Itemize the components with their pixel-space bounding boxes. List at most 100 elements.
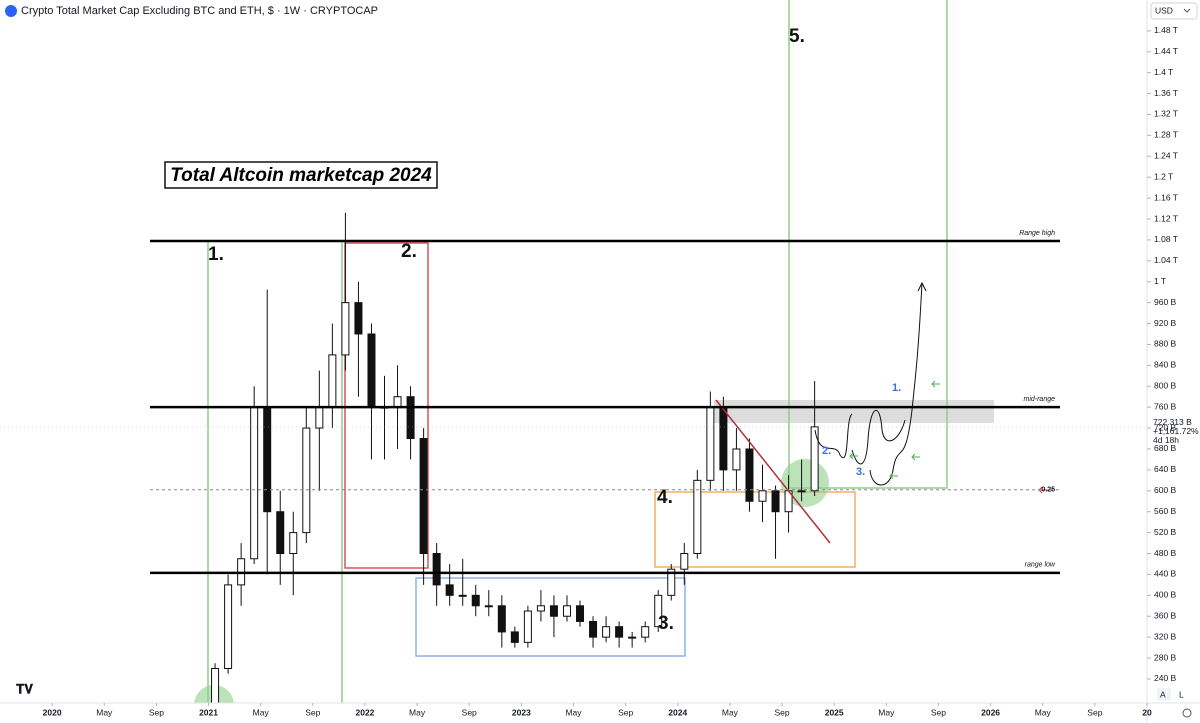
arrow-head — [917, 281, 927, 292]
y-tick-label: 520 B — [1154, 527, 1177, 537]
y-tick-label: 840 B — [1154, 360, 1177, 370]
y-tick-label: 440 B — [1154, 569, 1177, 579]
candle-body — [706, 406, 715, 481]
y-tick-label: 1.44 T — [1154, 46, 1178, 56]
y-tick-label: 320 B — [1154, 631, 1177, 641]
projection-path — [814, 282, 923, 486]
x-tick-label: 2026 — [981, 707, 1000, 717]
arrows — [849, 380, 940, 480]
y-tick-label: 1.12 T — [1154, 213, 1178, 223]
phase-box — [344, 242, 429, 569]
y-tick-label: 1.4 T — [1154, 67, 1173, 77]
x-tick-label: Sep — [774, 707, 789, 717]
candle-body — [667, 568, 676, 596]
y-tick-label: 920 B — [1154, 318, 1177, 328]
candle-body — [641, 626, 650, 638]
annotation: 5. — [789, 26, 805, 47]
symbol-icon — [5, 5, 17, 17]
scale-button-label[interactable]: A — [1160, 689, 1166, 699]
candle-body — [732, 448, 741, 471]
settings-icon[interactable] — [1182, 708, 1192, 718]
x-tick-label: May — [878, 707, 895, 717]
change-label: +1,161.72% — [1153, 426, 1199, 436]
y-tick-label: 960 B — [1154, 297, 1177, 307]
candle-body — [615, 626, 624, 638]
candle-body — [497, 605, 506, 633]
trend-line — [715, 399, 831, 544]
candle-body — [589, 620, 598, 638]
candle-body — [484, 605, 493, 608]
phase-box — [654, 491, 856, 568]
x-tick-label: 2025 — [825, 707, 844, 717]
candle-body — [654, 594, 663, 628]
x-tick-label: 20 — [1142, 707, 1152, 717]
candle-body — [224, 584, 233, 670]
y-tick-label: 1.48 T — [1154, 25, 1178, 35]
candle-body — [536, 605, 545, 612]
currency[interactable]: USD — [1155, 5, 1173, 15]
level-label: range low — [1025, 562, 1056, 569]
candle-body — [393, 396, 402, 408]
candle-body — [458, 594, 467, 597]
plot-area: Total Altcoin marketcap 2024 1. 2. 3. 4.… — [0, 0, 1147, 703]
candle-body — [276, 511, 285, 555]
logo: 𝐓𝐕 — [16, 681, 33, 696]
candle-body — [576, 605, 585, 622]
candle-body — [328, 354, 337, 408]
candle-body — [628, 636, 637, 639]
x-tick-label: Sep — [462, 707, 477, 717]
y-tick-label: 680 B — [1154, 443, 1177, 453]
x-tick-label: May — [565, 707, 582, 717]
y-tick-label: 1.08 T — [1154, 234, 1178, 244]
candle-body — [562, 605, 571, 617]
candle-body — [471, 594, 480, 607]
y-tick-label: 1.04 T — [1154, 255, 1178, 265]
currency-button[interactable] — [1150, 2, 1198, 20]
x-tick-label: 2022 — [355, 707, 374, 717]
y-tick-label: 640 B — [1154, 464, 1177, 474]
candle-body — [406, 396, 415, 440]
x-tick-label: 2023 — [512, 707, 531, 717]
path-label: 2. — [822, 445, 831, 457]
y-tick-label: 800 B — [1154, 381, 1177, 391]
y-tick-label: 480 B — [1154, 548, 1177, 558]
x-tick-label: Sep — [149, 707, 164, 717]
candle-body — [719, 406, 728, 471]
candle-body — [211, 668, 220, 703]
scale-button[interactable] — [1157, 688, 1171, 701]
candle-body — [602, 626, 611, 638]
x-tick-label: May — [1035, 707, 1052, 717]
y-tick-label: 280 B — [1154, 652, 1177, 662]
candle-body — [315, 406, 324, 429]
last-price-label: 722.313 B — [1153, 417, 1192, 427]
y-tick-label: 400 B — [1154, 590, 1177, 600]
y-tick-label: 560 B — [1154, 506, 1177, 516]
countdown: 4d 18h — [1153, 435, 1179, 445]
candle-body — [510, 631, 519, 643]
candle-body — [758, 490, 767, 502]
candle-body — [771, 490, 780, 513]
y-tick-label: 600 B — [1154, 485, 1177, 495]
annotation: 1. — [208, 244, 224, 265]
x-tick-label: 2024 — [668, 707, 687, 717]
annotation-title: Total Altcoin marketcap 2024 — [170, 165, 432, 186]
scale-button-label[interactable]: L — [1179, 689, 1184, 699]
y-tick-label: 1.32 T — [1154, 109, 1178, 119]
x-tick-label: 2020 — [43, 707, 62, 717]
annotation: 2. — [401, 241, 417, 262]
x-tick-label: May — [96, 707, 113, 717]
candle-body — [797, 490, 806, 493]
candle-body — [549, 605, 558, 617]
phase-box — [415, 577, 686, 657]
annotation-box — [164, 161, 438, 189]
annotation: 3. — [658, 613, 674, 634]
candle-body — [693, 479, 702, 555]
y-tick-label: 360 B — [1154, 610, 1177, 620]
x-tick-label: May — [409, 707, 426, 717]
y-tick-label: 1.16 T — [1154, 192, 1178, 202]
path-label: 1. — [892, 382, 901, 394]
level-label: Range high — [1019, 230, 1055, 237]
y-tick-label: 240 B — [1154, 673, 1177, 683]
candle-body — [367, 333, 376, 408]
